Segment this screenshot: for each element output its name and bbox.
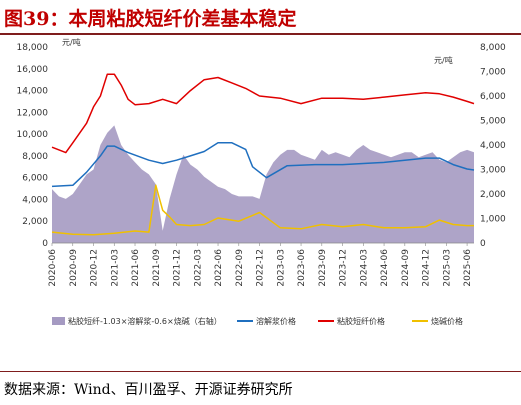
x-axis-tick-label: 2022-09 <box>235 249 245 287</box>
x-axis-tick-label: 2025-06 <box>463 249 473 287</box>
x-axis-tick-label: 2021-03 <box>110 249 120 287</box>
right-axis-unit: 元/吨 <box>434 55 453 65</box>
right-axis-tick-label: 0 <box>480 239 486 249</box>
viscose-fiber-line <box>51 73 475 154</box>
figure-title: 图39：本周粘胶短纤价差基本稳定 <box>4 8 297 30</box>
left-axis-tick-label: 8,000 <box>22 152 48 162</box>
x-axis-tick-label: 2022-03 <box>193 249 203 287</box>
spread-area <box>52 125 474 243</box>
source-divider <box>0 371 521 372</box>
x-axis-tick-label: 2020-09 <box>69 249 79 287</box>
legend-label-viscose-fiber: 粘胶短纤价格 <box>337 316 385 326</box>
x-axis-tick-label: 2022-12 <box>256 249 266 287</box>
right-axis-tick-label: 1,000 <box>480 215 506 225</box>
left-axis-tick-label: 10,000 <box>17 130 49 140</box>
x-axis-tick-label: 2025-03 <box>442 249 452 287</box>
axis-layer: 元/吨 元/吨 <box>52 37 474 244</box>
left-axis-tick-label: 2,000 <box>22 217 48 227</box>
x-axis-tick-label: 2021-06 <box>131 249 141 287</box>
spread-area-layer <box>52 125 474 243</box>
legend-label-caustic-soda: 烧碱价格 <box>431 316 463 326</box>
x-axis-tick-label: 2024-09 <box>401 249 411 287</box>
left-axis-tick-label: 6,000 <box>22 174 48 184</box>
x-axis-tick-label: 2023-06 <box>297 249 307 287</box>
caustic-soda-line <box>51 184 474 236</box>
legend-label-dissolving-pulp: 溶解浆价格 <box>256 316 296 326</box>
right-axis-tick-label: 2,000 <box>480 190 506 200</box>
tick-label-layer: 0 2,000 4,000 6,000 8,000 10,000 12,000 14,000 1… <box>17 43 507 287</box>
x-axis-tick-label: 2024-06 <box>380 249 390 287</box>
x-axis-tick-label: 2023-09 <box>318 249 328 287</box>
left-axis-tick-label: 4,000 <box>22 195 48 205</box>
right-axis-tick-label: 5,000 <box>480 117 506 127</box>
x-axis-tick-label: 2020-06 <box>48 249 58 287</box>
left-axis-tick-label: 14,000 <box>17 87 49 97</box>
right-axis-tick-label: 8,000 <box>480 43 506 53</box>
legend-swatch-spread <box>52 317 65 325</box>
left-axis-tick-label: 12,000 <box>17 108 49 118</box>
legend-label-spread: 粘胶短纤-1.03×溶解浆-0.6×烧碱（右轴） <box>68 316 222 326</box>
x-axis-tick-label: 2022-06 <box>214 249 224 287</box>
x-axis-tick-label: 2021-12 <box>173 249 183 287</box>
line-series-layer <box>51 73 475 236</box>
left-axis-tick-label: 16,000 <box>17 65 49 75</box>
right-axis-tick-label: 4,000 <box>480 141 506 151</box>
x-axis-tick-label: 2023-12 <box>339 249 349 287</box>
x-axis-tick-label: 2020-12 <box>90 249 100 287</box>
right-axis-tick-label: 6,000 <box>480 92 506 102</box>
source-note: 数据来源：Wind、百川盈孚、开源证券研究所 <box>4 382 293 398</box>
figure-header: 图39：本周粘胶短纤价差基本稳定 <box>0 0 521 36</box>
x-axis-tick-label: 2021-09 <box>152 249 162 287</box>
left-axis-tick-label: 18,000 <box>17 43 49 53</box>
dissolving-pulp-line <box>51 142 475 188</box>
x-axis-tick-label: 2023-03 <box>276 249 286 287</box>
right-axis-tick-label: 3,000 <box>480 166 506 176</box>
right-axis-tick-label: 7,000 <box>480 68 506 78</box>
price-spread-chart: 元/吨 元/吨 0 2,000 4,000 6,000 8,000 10,000 12,00… <box>17 37 507 326</box>
chart-legend: 粘胶短纤-1.03×溶解浆-0.6×烧碱（右轴） 溶解浆价格 粘胶短纤价格 烧碱… <box>52 316 463 326</box>
x-axis-tick-label: 2024-03 <box>359 249 369 287</box>
x-axis-tick-label: 2024-12 <box>422 249 432 287</box>
left-axis-unit: 元/吨 <box>62 37 81 47</box>
title-divider <box>0 33 521 35</box>
left-axis-tick-label: 0 <box>42 239 48 249</box>
